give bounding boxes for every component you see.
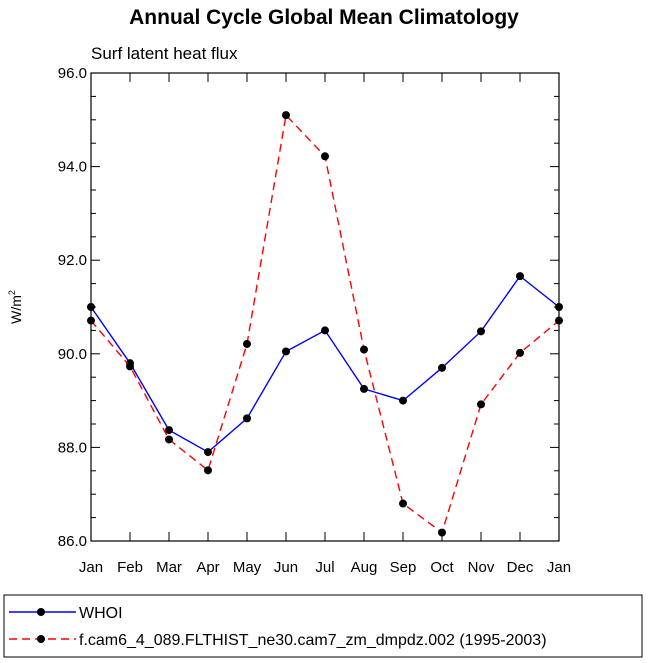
legend-label-2: f.cam6_4_089.FLTHIST_ne30.cam7_zm_dmpdz.… — [79, 632, 547, 649]
y-tick-label: 92.0 — [58, 252, 87, 269]
series-1-point — [516, 272, 524, 281]
x-tick-label: Oct — [430, 559, 454, 576]
y-axis-label-text: W/m — [8, 295, 24, 324]
series-2-point — [321, 152, 329, 161]
series-1-point — [360, 384, 368, 393]
y-tick-label: 90.0 — [58, 346, 87, 363]
series-line-2 — [90, 113, 560, 534]
series-1-point — [438, 363, 446, 372]
x-tick-label: Nov — [468, 559, 495, 576]
plot-area: 86.0 88.0 90.0 92.0 94.0 96.0 Jan Feb Mar Apr May J… — [58, 65, 571, 576]
x-tick-label: Jun — [274, 559, 298, 576]
svg-text:W/m2: W/m2 — [7, 290, 24, 324]
y-tick-label: 88.0 — [58, 439, 87, 456]
x-tick-label: Jul — [315, 559, 334, 576]
x-tick-label: May — [233, 559, 262, 576]
series-2-point — [165, 435, 173, 444]
series-1-point — [477, 327, 485, 336]
series-2-point — [243, 339, 251, 348]
series-2-point — [438, 528, 446, 537]
x-tick-label: Sep — [390, 559, 417, 576]
series-line-1 — [90, 275, 560, 453]
series-1-point — [321, 326, 329, 335]
chart-title: Annual Cycle Global Mean Climatology — [129, 6, 519, 29]
series-1-point — [87, 303, 95, 311]
series-2-point — [399, 499, 407, 508]
series-2-point — [555, 316, 563, 325]
x-tick-label: Dec — [507, 559, 534, 576]
legend-box — [3, 594, 643, 658]
chart-subtitle: Surf latent heat flux — [91, 44, 238, 63]
y-axis-label-superscript: 2 — [7, 290, 17, 295]
x-tick-label: Apr — [196, 559, 219, 576]
series-2-point — [477, 400, 485, 409]
series-2-point — [204, 466, 212, 475]
series-2-point — [282, 111, 290, 120]
series-2-point — [87, 316, 95, 325]
series-2-point — [126, 362, 134, 371]
plot-frame — [90, 72, 560, 542]
series-1-point — [399, 396, 407, 405]
y-tick-label: 94.0 — [58, 159, 87, 176]
x-tick-label: Jan — [79, 559, 103, 576]
x-tick-label: Jan — [547, 559, 571, 576]
legend-marker-2 — [37, 635, 45, 643]
x-tick-label: Feb — [117, 559, 143, 576]
legend: WHOI f.cam6_4_089.FLTHIST_ne30.cam7_zm_dm… — [3, 594, 643, 658]
y-tick-label: 96.0 — [58, 65, 87, 82]
legend-marker-1 — [37, 608, 45, 616]
series-1-point — [282, 347, 290, 356]
y-tick-label: 86.0 — [58, 533, 87, 550]
x-tick-label: Aug — [351, 559, 378, 576]
series-1-point — [243, 414, 251, 423]
series-1-point — [555, 303, 563, 311]
x-tick-label: Mar — [156, 559, 182, 576]
series-2-point — [516, 348, 524, 357]
y-axis-label: W/m2 — [7, 290, 24, 324]
legend-label-1: WHOI — [79, 605, 123, 622]
series-1-point — [204, 448, 212, 457]
series-1-point — [165, 426, 173, 435]
series-2-point — [360, 345, 368, 354]
